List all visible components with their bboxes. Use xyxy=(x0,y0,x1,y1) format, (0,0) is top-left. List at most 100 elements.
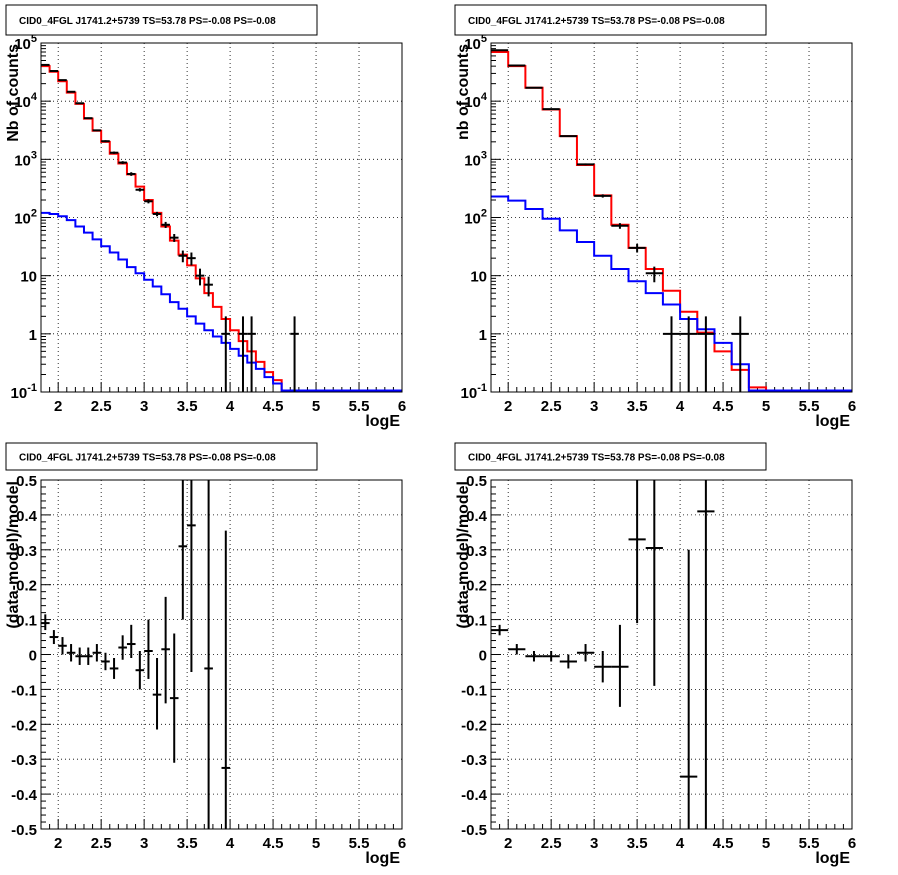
data-point xyxy=(628,480,646,624)
x-tick-label: 5.5 xyxy=(799,835,820,852)
data-point xyxy=(126,624,136,658)
title-box xyxy=(454,442,767,471)
y-tick-label: 105 xyxy=(464,33,487,53)
x-tick-label: 5 xyxy=(762,835,770,852)
y-tick-label: 0.2 xyxy=(16,578,37,595)
x-tick-label: 3 xyxy=(140,835,148,852)
y-tick-label: 0.3 xyxy=(16,543,37,560)
x-tick-label: 4 xyxy=(226,835,235,852)
data-point xyxy=(92,644,102,662)
x-tick-label: 4 xyxy=(676,835,685,852)
data-point xyxy=(697,480,715,829)
data-point xyxy=(178,480,188,620)
x-tick-label: 3.5 xyxy=(627,835,648,852)
y-tick-label: 0.3 xyxy=(466,543,487,560)
data-point xyxy=(83,647,93,665)
data-point xyxy=(118,161,127,165)
plot-frame xyxy=(490,42,853,393)
x-tick-label: 4 xyxy=(226,398,235,415)
x-tick-label: 4.5 xyxy=(263,398,284,415)
y-tick-label: -0.3 xyxy=(11,752,37,769)
y-tick-label: -0.4 xyxy=(461,787,488,804)
x-tick-label: 6 xyxy=(398,398,406,415)
data-point xyxy=(75,102,84,105)
x-tick-label: 4 xyxy=(676,398,685,415)
data-point xyxy=(680,316,698,392)
x-tick-label: 5 xyxy=(762,398,770,415)
data-point xyxy=(187,252,196,266)
y-tick-label: 0.2 xyxy=(466,578,487,595)
y-tick-label: -0.1 xyxy=(461,682,487,699)
data-point xyxy=(135,188,145,192)
data-point xyxy=(66,644,76,662)
plot-frame xyxy=(490,479,853,830)
y-tick-label: 10-1 xyxy=(11,382,37,402)
y-tick-label: -0.1 xyxy=(11,682,37,699)
x-tick-label: 3.5 xyxy=(177,398,198,415)
chart-title: CID0_4FGL J1741.2+5739 TS=53.78 PS=-0.08… xyxy=(19,16,276,27)
plot-frame xyxy=(40,479,403,830)
data-point xyxy=(75,647,84,665)
x-tick-label: 2 xyxy=(504,835,512,852)
data-point xyxy=(290,316,299,392)
y-tick-label: 103 xyxy=(14,149,37,169)
y-tick-label: 1 xyxy=(479,327,487,344)
y-tick-label: 10 xyxy=(470,269,487,286)
plot-frame xyxy=(40,42,403,393)
data-point xyxy=(187,480,196,672)
data-point xyxy=(109,151,119,154)
data-point xyxy=(41,614,50,631)
data-point xyxy=(58,79,67,82)
y-tick-label: 10 xyxy=(20,269,37,286)
data-point xyxy=(221,316,231,392)
chart-panel: CID0_4FGL J1741.2+5739 TS=53.78 PS=-0.08… xyxy=(454,442,856,867)
data-point xyxy=(195,268,205,286)
x-tick-label: 5.5 xyxy=(799,398,820,415)
data-point xyxy=(594,194,612,198)
chart-title: CID0_4FGL J1741.2+5739 TS=53.78 PS=-0.08… xyxy=(468,16,725,27)
data-point xyxy=(559,654,577,669)
data-point xyxy=(144,199,153,204)
title-box xyxy=(5,442,318,471)
data-point xyxy=(221,530,231,829)
data-point xyxy=(152,657,162,730)
y-tick-label: 0.1 xyxy=(16,613,37,630)
data-point xyxy=(49,630,59,645)
x-tick-label: 6 xyxy=(398,835,406,852)
x-tick-label: 4.5 xyxy=(713,398,734,415)
data-point xyxy=(58,637,67,655)
x-tick-label: 3.5 xyxy=(627,398,648,415)
x-axis-label: logE xyxy=(365,850,400,867)
data-point xyxy=(594,651,612,683)
data-point xyxy=(576,644,595,662)
data-point xyxy=(92,129,102,132)
y-tick-label: -0.3 xyxy=(461,752,487,769)
x-tick-label: 5.5 xyxy=(349,835,370,852)
y-tick-label: -0.4 xyxy=(11,787,38,804)
y-tick-label: 105 xyxy=(14,33,37,53)
data-point xyxy=(109,657,119,679)
x-tick-label: 2 xyxy=(54,398,62,415)
y-axis-label: nb of counts xyxy=(455,44,472,140)
x-tick-label: 3.5 xyxy=(177,835,198,852)
x-tick-label: 3 xyxy=(590,398,598,415)
data-point xyxy=(169,234,179,242)
chart-panel: CID0_4FGL J1741.2+5739 TS=53.78 PS=-0.08… xyxy=(5,442,406,867)
x-tick-label: 6 xyxy=(848,835,856,852)
x-tick-label: 5 xyxy=(312,398,320,415)
y-tick-label: -0.2 xyxy=(11,717,37,734)
x-axis-label: logE xyxy=(815,850,850,867)
data-point xyxy=(126,172,136,176)
data-point xyxy=(247,316,256,392)
data-point xyxy=(152,211,162,217)
data-point xyxy=(680,549,698,829)
data-point xyxy=(525,651,543,662)
chart-title: CID0_4FGL J1741.2+5739 TS=53.78 PS=-0.08… xyxy=(19,453,276,464)
y-axis-label: Nb of counts xyxy=(5,44,22,142)
data-point xyxy=(144,619,153,679)
x-tick-label: 2.5 xyxy=(91,835,112,852)
x-tick-label: 3 xyxy=(590,835,598,852)
y-tick-label: 0.4 xyxy=(16,508,38,525)
x-tick-label: 2.5 xyxy=(91,398,112,415)
chart-panel: CID0_4FGL J1741.2+5739 TS=53.78 PS=-0.08… xyxy=(454,4,856,430)
